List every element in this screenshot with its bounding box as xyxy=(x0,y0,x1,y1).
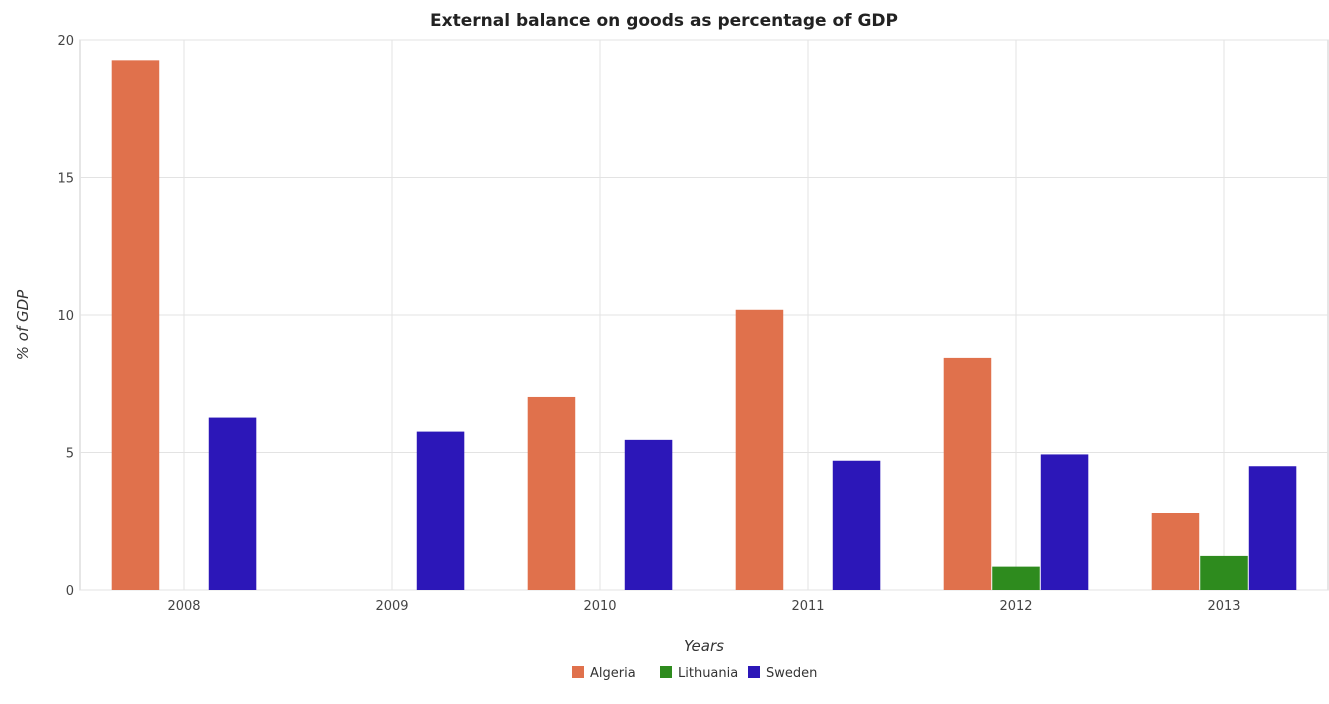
bar-sweden xyxy=(416,431,465,590)
bar-algeria xyxy=(111,60,160,591)
legend: Algeria Lithuania Sweden xyxy=(572,666,817,681)
legend-swatch-algeria xyxy=(572,666,584,678)
y-tick-label: 20 xyxy=(57,34,74,49)
x-tick-label: 2009 xyxy=(375,599,408,614)
bar-lithuania xyxy=(1200,555,1248,590)
bar-algeria xyxy=(1151,513,1200,590)
bar-algeria xyxy=(735,309,784,590)
bar-sweden xyxy=(1040,454,1089,590)
bar-sweden xyxy=(208,417,257,590)
legend-label-lithuania: Lithuania xyxy=(678,666,738,681)
bar-algeria xyxy=(943,357,992,590)
legend-label-sweden: Sweden xyxy=(766,666,817,681)
legend-swatch-lithuania xyxy=(660,666,672,678)
y-tick-label: 10 xyxy=(57,309,74,324)
x-axis: 2008 2009 2010 2011 2012 2013 xyxy=(167,599,1240,614)
bar-sweden xyxy=(624,439,673,590)
y-axis-label: % of GDP xyxy=(14,289,32,360)
y-tick-label: 15 xyxy=(57,172,74,187)
y-tick-label: 5 xyxy=(66,447,74,462)
legend-label-algeria: Algeria xyxy=(590,666,636,681)
legend-swatch-sweden xyxy=(748,666,760,678)
x-tick-label: 2012 xyxy=(999,599,1032,614)
x-tick-label: 2011 xyxy=(791,599,824,614)
x-axis-label: Years xyxy=(684,637,724,655)
bar-lithuania xyxy=(992,566,1040,590)
bars xyxy=(111,60,1297,591)
y-axis: 0 5 10 15 20 xyxy=(57,34,74,599)
x-tick-label: 2010 xyxy=(583,599,616,614)
x-tick-label: 2013 xyxy=(1207,599,1240,614)
bar-sweden xyxy=(1248,466,1297,590)
gridlines xyxy=(79,39,1329,591)
y-tick-label: 0 xyxy=(66,584,74,599)
chart-title: External balance on goods as percentage … xyxy=(430,11,898,31)
bar-algeria xyxy=(527,396,576,590)
bar-sweden xyxy=(832,460,881,590)
x-tick-label: 2008 xyxy=(167,599,200,614)
